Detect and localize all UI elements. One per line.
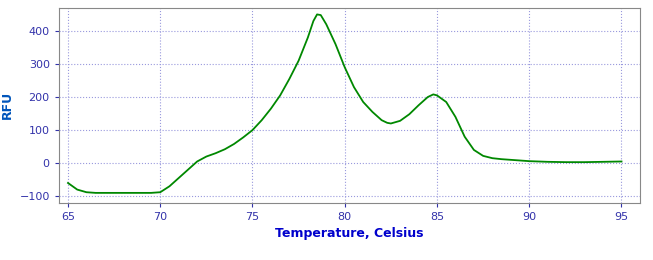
Y-axis label: RFU: RFU [1, 91, 14, 119]
X-axis label: Temperature, Celsius: Temperature, Celsius [275, 228, 424, 240]
